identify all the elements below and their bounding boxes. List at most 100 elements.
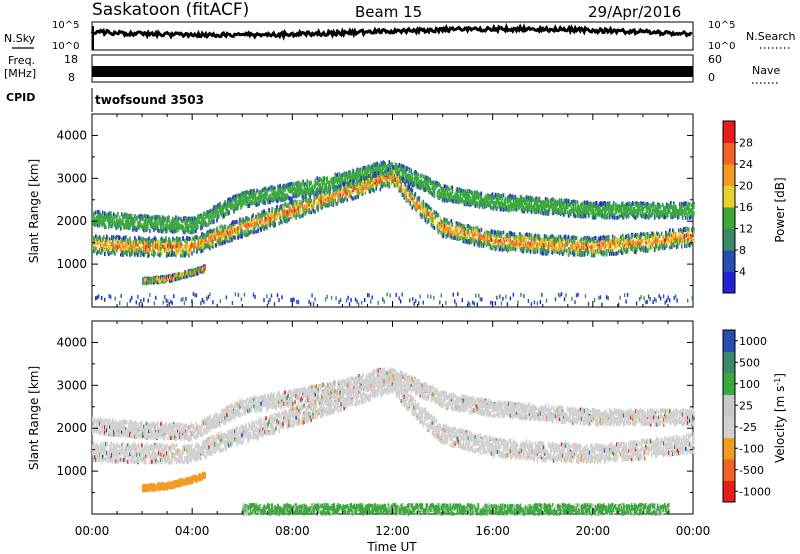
power-cell <box>135 239 137 244</box>
power-cell <box>162 218 164 223</box>
power-cell <box>100 248 102 253</box>
power-cell <box>662 215 665 220</box>
power-cell <box>540 200 543 205</box>
power-cell <box>137 243 139 248</box>
power-cell <box>443 194 446 199</box>
power-cell <box>553 204 556 209</box>
power-cell <box>569 212 572 216</box>
power-cell <box>685 215 687 220</box>
power-cell <box>128 222 130 227</box>
power-cell <box>170 222 172 227</box>
power-cell <box>400 163 403 168</box>
power-cell <box>154 241 156 246</box>
power-cell <box>610 211 613 215</box>
power-cell <box>660 210 663 215</box>
power-cell <box>490 193 493 198</box>
power-cell <box>540 202 543 207</box>
power-cell <box>687 215 689 220</box>
power-cell <box>312 188 314 193</box>
power-cell <box>684 201 686 206</box>
power-cell <box>547 209 550 214</box>
power-cell <box>194 235 196 240</box>
power-cell <box>221 207 223 212</box>
power-cell <box>120 226 122 231</box>
power-cell <box>512 202 515 207</box>
power-cell <box>126 249 128 254</box>
power-cell <box>236 203 238 208</box>
power-cell <box>168 240 170 245</box>
power-cell <box>640 214 643 219</box>
power-cell <box>666 202 668 207</box>
power-cell <box>280 198 282 203</box>
power-cell <box>498 203 501 208</box>
power-cell <box>652 202 655 207</box>
power-cell <box>268 200 270 205</box>
power-cell <box>163 219 165 224</box>
power-cell <box>185 218 187 223</box>
power-cell <box>508 198 511 203</box>
power-cell <box>174 229 176 234</box>
power-cell <box>124 213 126 218</box>
power-cell <box>274 186 276 191</box>
power-cell <box>141 238 143 243</box>
power-cell <box>130 240 132 245</box>
power-cell <box>109 249 111 254</box>
power-cell <box>183 230 185 235</box>
power-cell <box>425 176 428 181</box>
power-cell <box>491 195 494 200</box>
power-cell <box>462 189 465 194</box>
power-cell <box>293 194 295 199</box>
power-cell <box>625 215 628 220</box>
power-cell <box>253 194 255 199</box>
power-cell <box>572 202 575 207</box>
power-cell <box>249 201 251 206</box>
power-cell <box>584 206 587 211</box>
power-cell <box>200 249 202 254</box>
power-cell <box>125 245 127 249</box>
power-cell <box>242 201 244 206</box>
power-cell <box>282 191 284 196</box>
power-cell <box>637 211 640 216</box>
power-cell <box>145 215 147 220</box>
power-cell <box>556 207 559 212</box>
power-cell <box>685 202 687 207</box>
power-cell <box>129 222 131 227</box>
power-cell <box>355 173 357 178</box>
power-cell <box>193 236 195 241</box>
power-cell <box>664 206 666 211</box>
power-cell <box>639 200 642 205</box>
power-cell <box>558 209 561 214</box>
power-cell <box>180 240 182 245</box>
power-cell <box>93 246 95 251</box>
power-cell <box>251 191 253 196</box>
power-cell <box>136 227 138 232</box>
power-cell <box>129 240 131 244</box>
power-cell <box>98 250 100 255</box>
power-cell <box>402 175 405 180</box>
power-cell <box>461 198 464 203</box>
power-cell <box>599 210 602 215</box>
power-cell <box>495 200 498 205</box>
power-cell <box>130 245 132 250</box>
power-cell <box>506 195 509 200</box>
power-cell <box>222 207 224 212</box>
power-cell <box>371 170 374 175</box>
power-cell <box>230 200 232 204</box>
power-cell <box>245 192 247 197</box>
power-cell <box>130 216 132 221</box>
power-cell <box>105 238 107 243</box>
power-cell <box>165 226 167 231</box>
power-cell <box>560 200 563 204</box>
power-cell <box>304 181 306 186</box>
power-cell <box>466 201 469 206</box>
power-cell <box>375 186 378 191</box>
power-cell <box>270 196 272 201</box>
power-cell <box>239 196 241 201</box>
power-cell <box>232 203 234 208</box>
power-cell <box>182 236 184 241</box>
power-cell <box>598 201 601 206</box>
power-cell <box>102 220 104 225</box>
power-cell <box>330 202 332 207</box>
power-cell <box>526 198 529 203</box>
power-cell <box>320 178 322 183</box>
